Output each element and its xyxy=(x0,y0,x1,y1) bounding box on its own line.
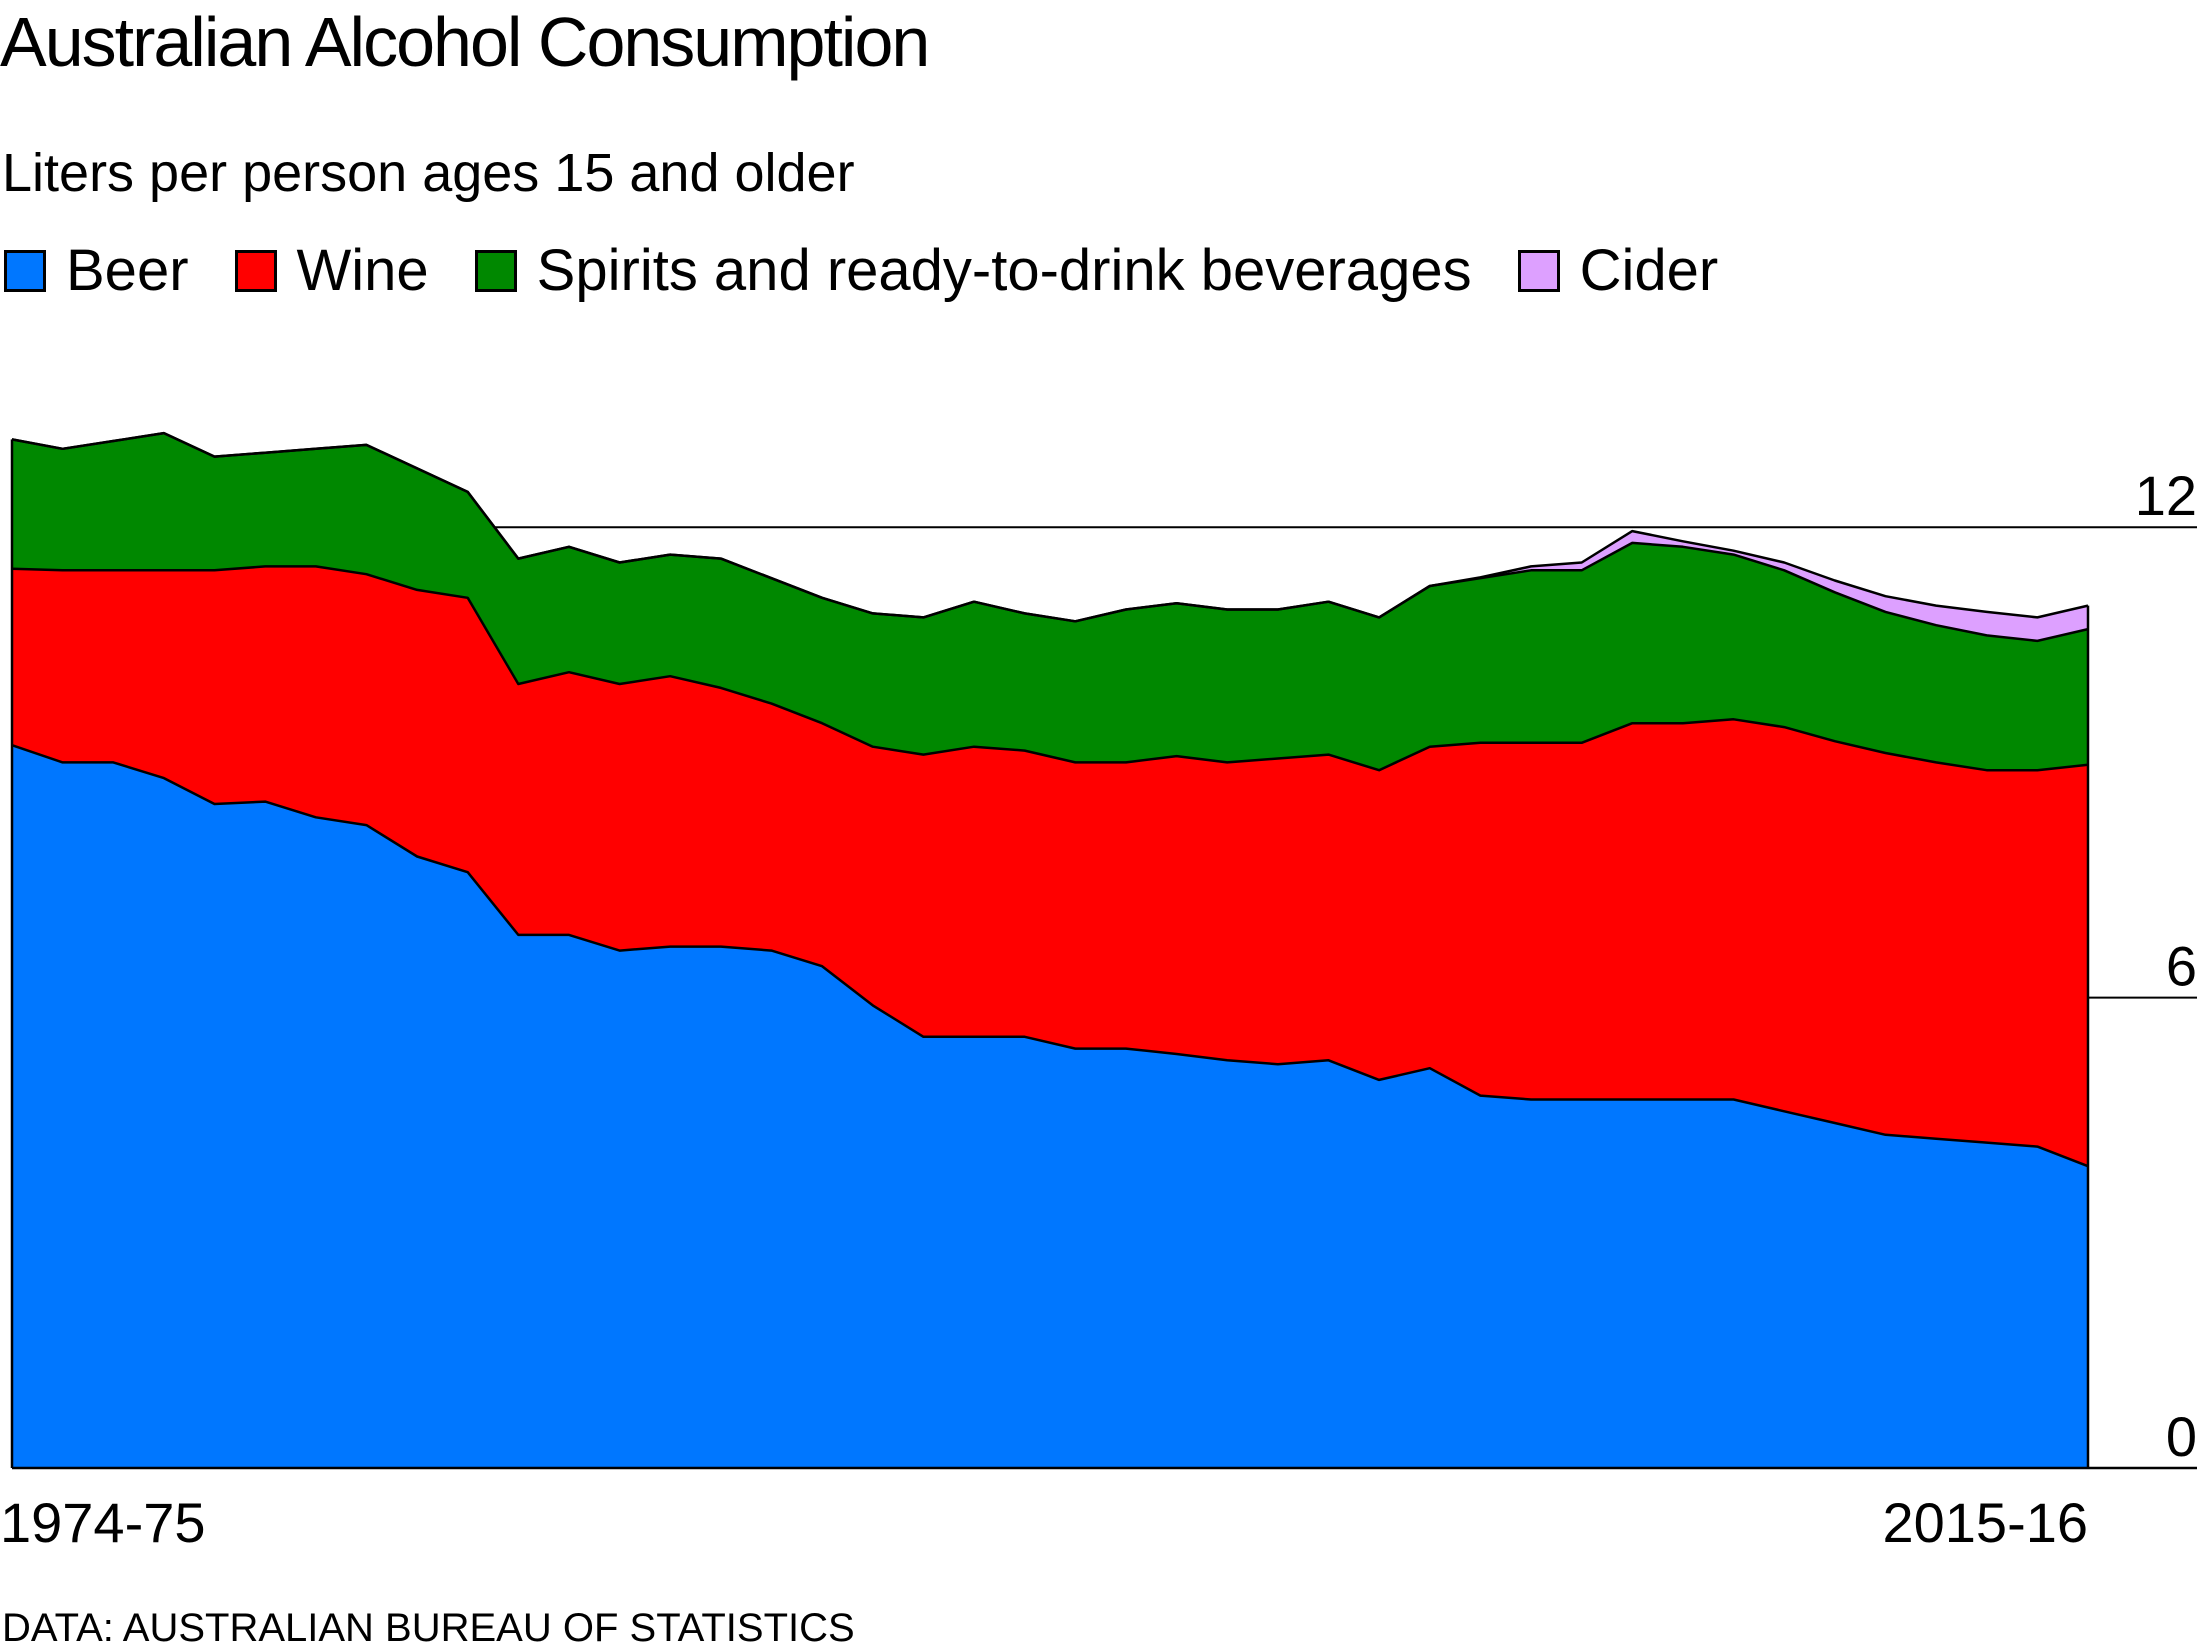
chart-subtitle: Liters per person ages 15 and older xyxy=(2,143,855,203)
y-tick-label-0: 0 xyxy=(2166,1405,2197,1468)
x-label-start: 1974-75 xyxy=(0,1491,206,1554)
boundary-beer xyxy=(11,744,2089,1168)
legend-swatch-cider xyxy=(1517,249,1560,292)
legend-swatch-beer xyxy=(4,249,46,292)
legend-swatch-spirits xyxy=(474,249,517,292)
legend-item-spirits: Spirits and ready-to-drink beverages xyxy=(474,237,1472,304)
boundary-cider xyxy=(11,431,2089,623)
legend-swatch-wine xyxy=(234,249,277,292)
area-spirits xyxy=(12,433,2088,771)
legend: Beer Wine Spirits and ready-to-drink bev… xyxy=(4,237,1764,304)
legend-label-spirits: Spirits and ready-to-drink beverages xyxy=(536,238,1472,303)
boundary-wine xyxy=(11,565,2089,772)
area-beer xyxy=(12,745,2088,1468)
legend-label-beer: Beer xyxy=(66,238,189,303)
chart-title: Australian Alcohol Consumption xyxy=(0,3,930,81)
legend-item-cider: Cider xyxy=(1517,237,1719,304)
data-source: DATA: AUSTRALIAN BUREAU OF STATISTICS xyxy=(2,1606,855,1650)
x-label-end: 2015-16 xyxy=(1882,1491,2088,1554)
legend-item-beer: Beer xyxy=(4,237,189,304)
legend-label-wine: Wine xyxy=(296,238,429,303)
legend-label-cider: Cider xyxy=(1579,238,1719,303)
area-wine xyxy=(12,566,2088,1167)
legend-item-wine: Wine xyxy=(234,237,429,304)
y-tick-label-6: 6 xyxy=(2166,935,2197,998)
y-tick-label-12: 12 xyxy=(2135,464,2197,527)
